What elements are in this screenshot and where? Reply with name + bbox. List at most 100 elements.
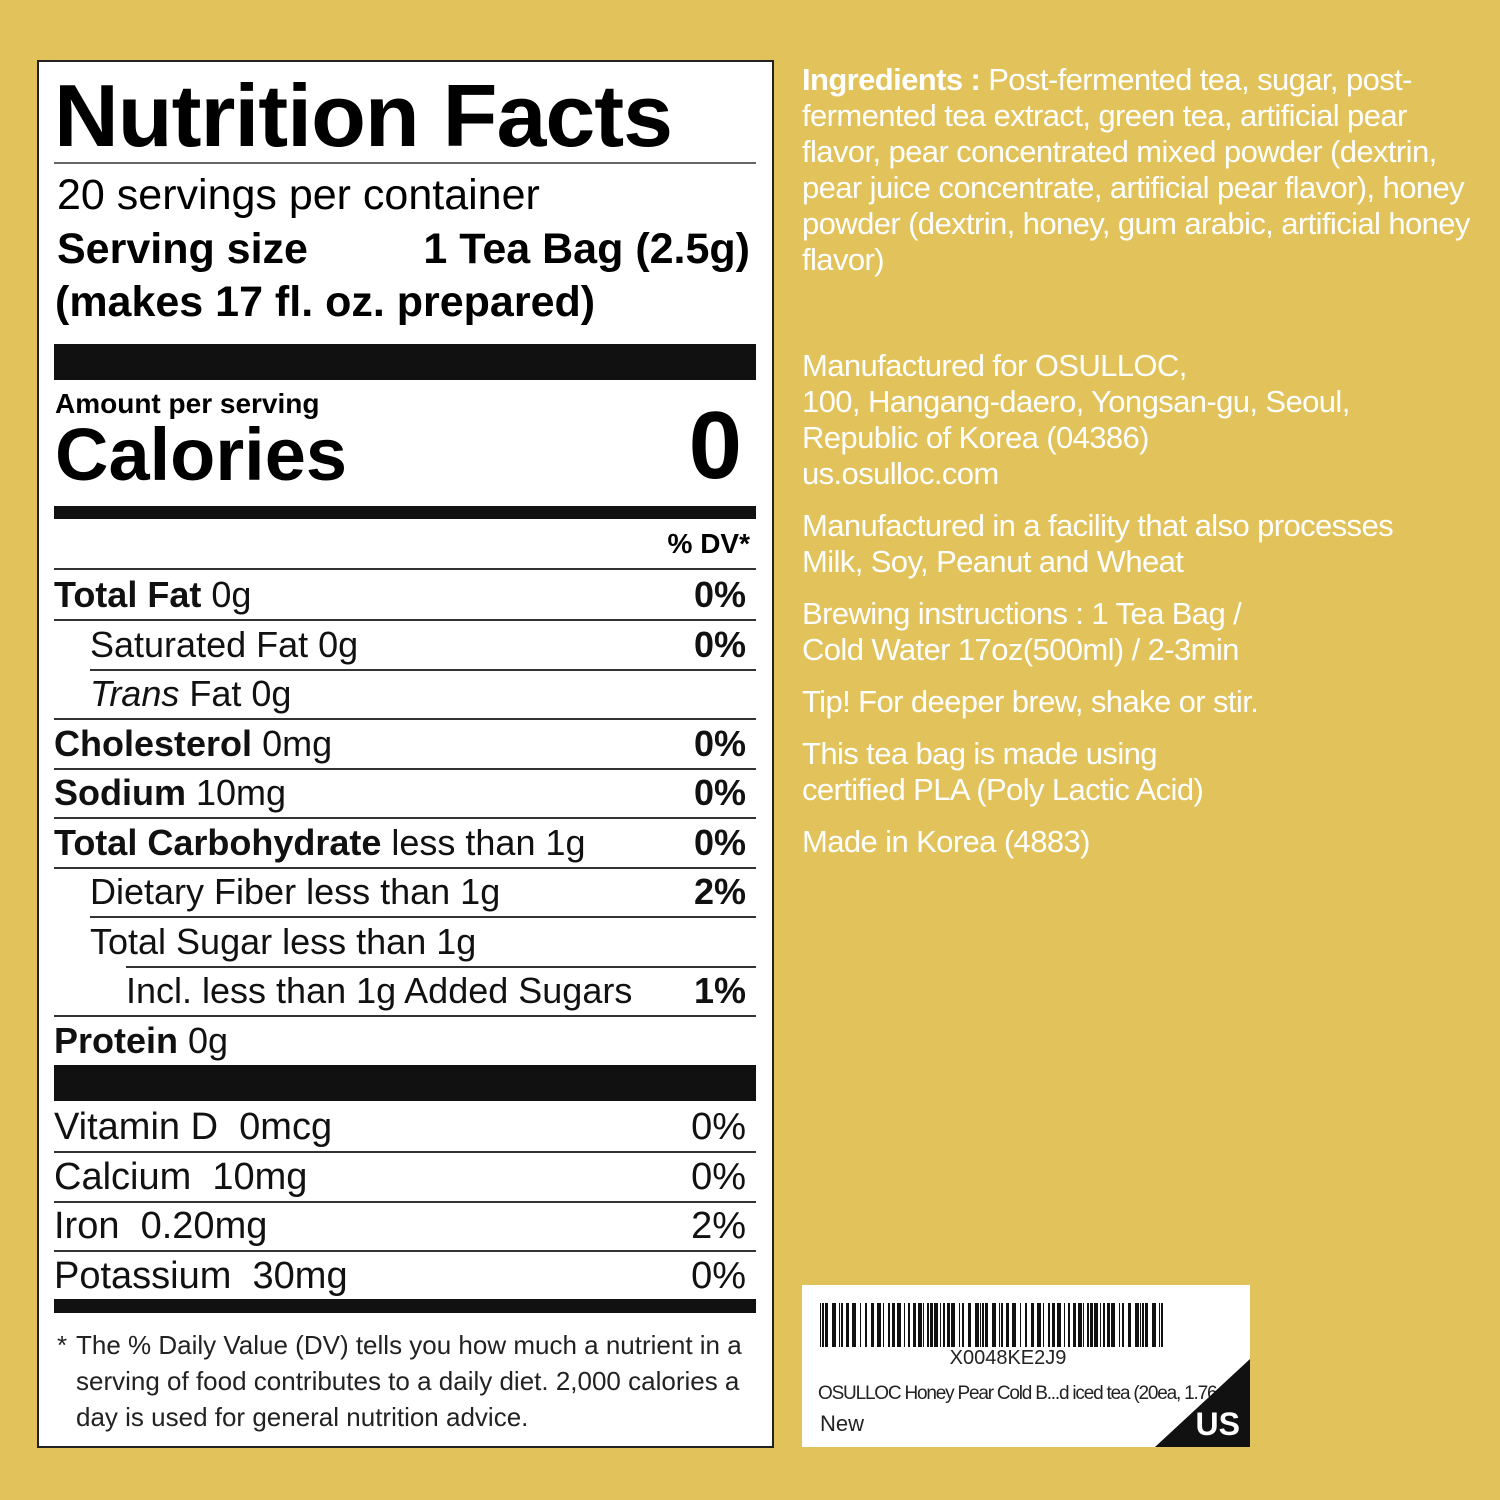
servings-per-container: 20 servings per container	[57, 171, 540, 219]
nutrition-facts-label: Nutrition Facts 20 servings per containe…	[37, 60, 774, 1448]
barcode-bar	[871, 1303, 874, 1347]
vitamin-dv: 2%	[691, 1205, 746, 1247]
barcode-bar	[959, 1303, 960, 1347]
nutrient-name: Cholesterol	[54, 722, 253, 764]
barcode-bar	[892, 1303, 895, 1347]
amount-per-serving: Amount per serving	[55, 388, 320, 419]
serving-size-label: Serving size	[57, 225, 308, 273]
barcode-bar	[992, 1303, 996, 1347]
nutrient-amount: 10mg	[196, 772, 287, 813]
nutrient-row: Total Sugar less than 1g	[54, 917, 752, 967]
row-divider	[54, 767, 756, 770]
divider	[54, 162, 756, 164]
website: us.osulloc.com	[802, 456, 999, 491]
nutrient-name: Sodium	[54, 772, 186, 813]
calories-value: 0	[688, 392, 742, 499]
barcode-bar	[943, 1303, 945, 1347]
nutrient-amount: 0mg	[262, 722, 333, 764]
barcode-bar	[1087, 1303, 1089, 1347]
tip: Tip! For deeper brew, shake or stir.	[802, 684, 1259, 719]
barcode-bar	[1090, 1303, 1093, 1347]
nutrient-name: Trans	[90, 673, 180, 714]
barcode-bar	[1037, 1303, 1041, 1347]
barcode-bar	[1094, 1303, 1098, 1347]
row-divider	[90, 668, 756, 671]
row-divider	[90, 916, 756, 918]
barcode-bar	[1073, 1303, 1076, 1347]
row-divider	[54, 1015, 756, 1017]
barcode-bar	[968, 1303, 971, 1347]
pla-line: This tea bag is made using	[802, 736, 1157, 771]
barcode-bar	[913, 1303, 916, 1347]
barcode-bar	[947, 1303, 950, 1347]
barcode-bar	[1107, 1303, 1110, 1347]
vitamin-dv: 0%	[691, 1155, 746, 1198]
thick-divider	[54, 1065, 756, 1101]
nutrient-row: Total Carbohydrate less than 1g 0%	[54, 818, 752, 868]
manufacturer-line: Manufactured for OSULLOC,	[802, 348, 1187, 383]
nutrient-dv: 0%	[693, 821, 746, 863]
vitamin-amount: 10mg	[212, 1155, 308, 1198]
barcode-bar	[1161, 1303, 1163, 1347]
pla-notice: This tea bag is made using certified PLA …	[802, 736, 1482, 808]
barcode-bar	[1012, 1303, 1016, 1347]
vitamin-amount: 0mcg	[239, 1106, 333, 1148]
barcode-bar	[820, 1303, 821, 1347]
barcode-code: X0048KE2J9	[949, 1347, 1067, 1369]
nutrient-amount: less than 1g	[306, 871, 501, 912]
origin: Made in Korea (4883)	[802, 824, 1090, 859]
row-divider	[54, 866, 756, 869]
nutrient-row: Total Fat 0g 0%	[54, 570, 752, 620]
barcode-bar	[908, 1303, 910, 1347]
barcode-bar	[865, 1303, 867, 1347]
barcode-bar	[982, 1303, 984, 1347]
vitamin-row: Calcium 10mg 0%	[54, 1152, 752, 1202]
barcode-bar	[888, 1303, 890, 1347]
allergen-notice: Manufactured in a facility that also pro…	[802, 508, 1482, 580]
allergen-line: Manufactured in a facility that also pro…	[802, 508, 1394, 543]
row-divider	[126, 965, 756, 968]
barcode-bar	[923, 1303, 924, 1347]
row-divider	[54, 718, 756, 720]
vitamin-amount: 30mg	[252, 1254, 348, 1297]
nutrient-amount: 0g	[318, 623, 359, 665]
nutrient-amount: 0g	[188, 1019, 229, 1061]
vitamin-name: Calcium	[54, 1155, 192, 1198]
brewing-instructions: Brewing instructions : 1 Tea Bag / Cold W…	[802, 596, 1482, 668]
vitamin-dv: 0%	[691, 1254, 746, 1297]
barcode-bar	[985, 1303, 988, 1347]
barcode-bar	[1006, 1303, 1009, 1347]
barcode-bar	[934, 1303, 938, 1347]
row-divider	[54, 817, 756, 819]
barcode-bar	[930, 1303, 933, 1347]
nutrient-dv: 0%	[693, 722, 746, 764]
dv-header: % DV*	[667, 528, 750, 559]
thick-divider	[54, 344, 756, 380]
barcode-bar	[897, 1303, 901, 1347]
vitamin-row: Iron 0.20mg 2%	[54, 1201, 752, 1251]
barcode-bar	[1078, 1303, 1082, 1347]
sticker-product: OSULLOC Honey Pear Cold B...d iced tea (…	[818, 1383, 1240, 1404]
barcode-bar	[846, 1303, 849, 1347]
ingredients: Ingredients : Post-fermented tea, sugar,…	[802, 62, 1482, 278]
nutrient-name: Saturated Fat	[90, 623, 309, 665]
barcode-bar	[927, 1303, 929, 1347]
barcode-bar	[822, 1303, 824, 1347]
row-divider	[54, 1200, 756, 1203]
barcode-bar	[1100, 1303, 1101, 1347]
barcode-bar	[951, 1303, 955, 1347]
medium-divider	[54, 1299, 756, 1313]
nutrient-dv: 0%	[693, 772, 746, 813]
prepared-amount: (makes 17 fl. oz. prepared)	[55, 278, 596, 326]
nutrient-name: Total Carbohydrate	[54, 821, 382, 863]
vitamin-name: Iron	[54, 1205, 120, 1247]
barcode-bar	[1052, 1303, 1055, 1347]
barcode-bar	[1128, 1303, 1131, 1347]
brewing-line: Brewing instructions : 1 Tea Bag /	[802, 596, 1242, 631]
barcode-bar	[883, 1303, 884, 1347]
ingredients-label: Ingredients :	[802, 62, 981, 97]
nutrient-row: Protein 0g	[54, 1016, 752, 1066]
nutrient-amount: less than 1g	[282, 920, 477, 962]
region-corner	[1155, 1359, 1250, 1447]
barcode-bar	[1064, 1303, 1065, 1347]
